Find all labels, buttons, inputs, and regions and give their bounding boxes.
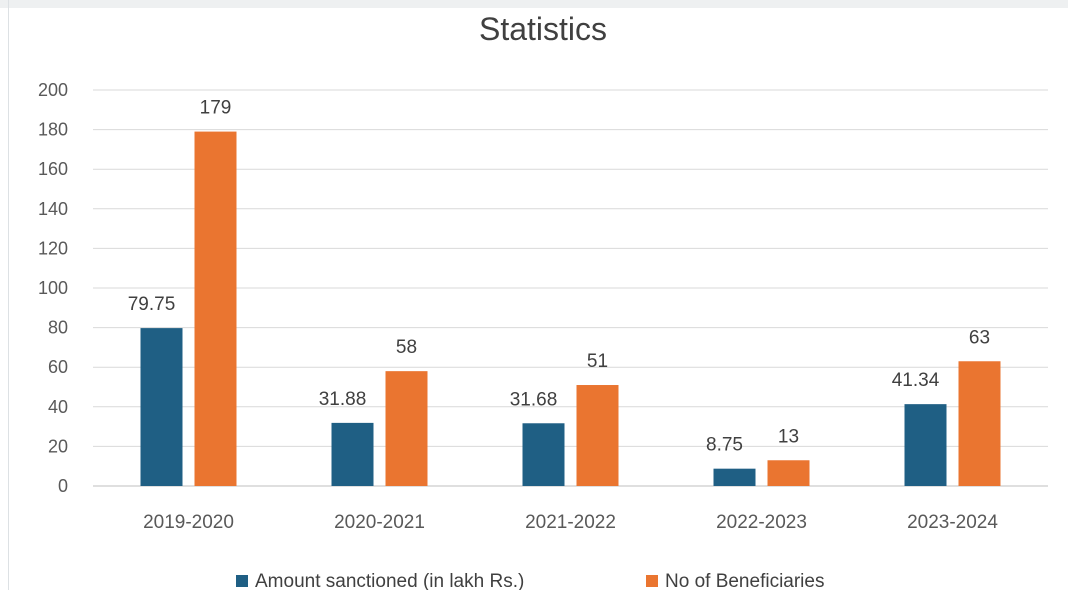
data-label: 13 xyxy=(778,426,799,447)
data-label: 58 xyxy=(396,337,417,358)
bar-no-of-beneficiaries xyxy=(385,371,428,486)
y-tick-label: 0 xyxy=(58,476,68,496)
bar-no-of-beneficiaries xyxy=(576,385,619,486)
y-tick-label: 140 xyxy=(38,199,68,219)
bar-no-of-beneficiaries xyxy=(767,460,810,486)
legend-swatch xyxy=(646,575,658,587)
left-border-line xyxy=(8,0,9,590)
y-tick-label: 100 xyxy=(38,278,68,298)
top-border-strip xyxy=(0,0,1068,8)
data-label: 41.34 xyxy=(892,370,940,391)
y-tick-label: 200 xyxy=(38,80,68,100)
y-tick-label: 40 xyxy=(48,397,68,417)
data-label: 31.68 xyxy=(510,389,558,410)
y-tick-label: 60 xyxy=(48,357,68,377)
data-label: 31.88 xyxy=(319,389,367,410)
y-tick-label: 180 xyxy=(38,120,68,140)
y-tick-label: 80 xyxy=(48,318,68,338)
x-category-label: 2020-2021 xyxy=(334,512,425,533)
x-category-label: 2021-2022 xyxy=(525,512,616,533)
bar-amount-sanctioned xyxy=(331,422,374,486)
y-tick-label: 120 xyxy=(38,238,68,258)
data-label: 51 xyxy=(587,351,608,372)
bar-amount-sanctioned xyxy=(713,468,756,486)
legend-label: Amount sanctioned (in lakh Rs.) xyxy=(255,571,524,590)
bar-no-of-beneficiaries xyxy=(194,131,237,486)
data-label: 63 xyxy=(969,327,990,348)
legend-label: No of Beneficiaries xyxy=(665,571,824,590)
data-label: 79.75 xyxy=(128,294,176,315)
x-category-label: 2019-2020 xyxy=(143,512,234,533)
bar-amount-sanctioned xyxy=(904,404,947,486)
bar-amount-sanctioned xyxy=(522,423,565,486)
chart-title: Statistics xyxy=(479,11,607,47)
y-tick-label: 160 xyxy=(38,159,68,179)
data-label: 179 xyxy=(200,98,232,119)
bar-no-of-beneficiaries xyxy=(958,361,1001,486)
data-label: 8.75 xyxy=(706,435,743,456)
x-category-label: 2022-2023 xyxy=(716,512,807,533)
y-tick-label: 20 xyxy=(48,436,68,456)
bar-amount-sanctioned xyxy=(140,328,183,486)
x-category-label: 2023-2024 xyxy=(907,512,998,533)
legend-swatch xyxy=(236,575,248,587)
